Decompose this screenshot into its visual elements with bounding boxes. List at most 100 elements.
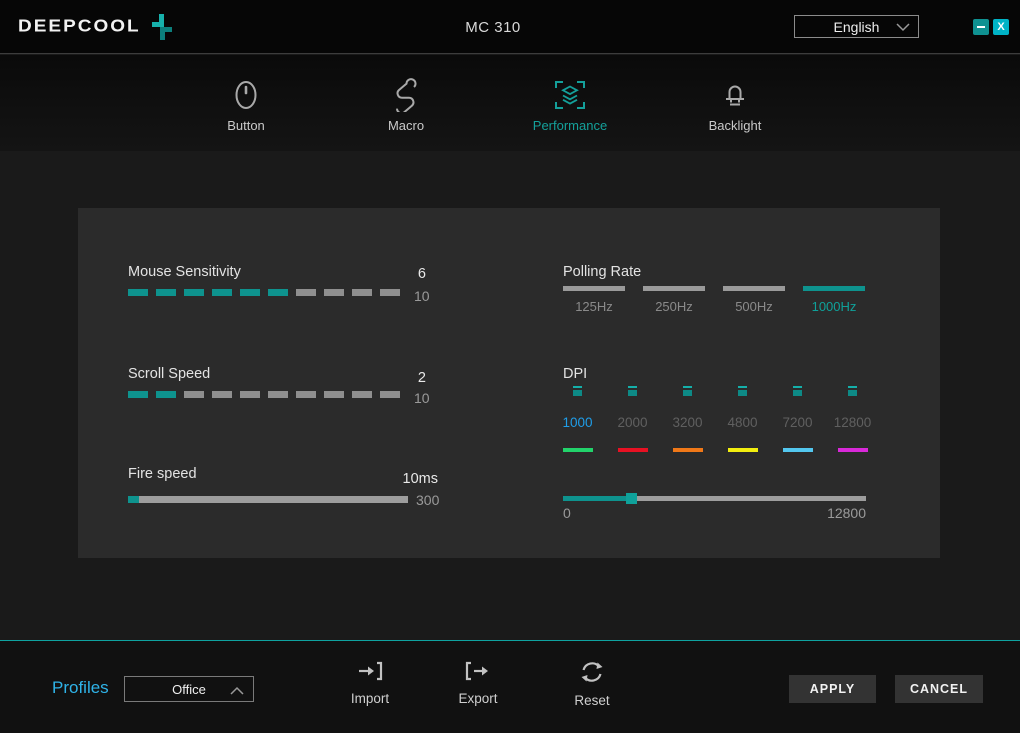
reset-button[interactable]: Reset bbox=[554, 658, 630, 708]
profiles-label: Profiles bbox=[52, 678, 109, 697]
window-title: MC 310 bbox=[465, 19, 521, 36]
profile-value: Office bbox=[172, 681, 206, 697]
dpi-slider-thumb[interactable] bbox=[626, 493, 638, 504]
language-value: English bbox=[833, 18, 880, 35]
polling-option-label: 500Hz bbox=[735, 299, 773, 314]
minimize-icon bbox=[977, 26, 985, 28]
polling-option-bar bbox=[563, 286, 625, 291]
profile-dropdown[interactable]: Office bbox=[124, 676, 254, 702]
chevron-up-icon bbox=[230, 686, 244, 695]
scroll-speed-max: 10 bbox=[414, 390, 430, 406]
export-icon bbox=[465, 661, 488, 681]
polling-option-bar bbox=[723, 286, 785, 291]
segment[interactable] bbox=[128, 391, 148, 398]
polling-option-500hz[interactable]: 500Hz bbox=[723, 286, 785, 314]
segment[interactable] bbox=[184, 289, 204, 296]
dpi-stage-3200[interactable]: 3200 bbox=[660, 386, 715, 452]
reset-label: Reset bbox=[574, 693, 610, 708]
logo-text: DEEPCOOL bbox=[18, 16, 141, 37]
fire-speed-slider[interactable] bbox=[128, 496, 408, 503]
dpi-stage-1000[interactable]: 1000 bbox=[550, 386, 605, 452]
segment[interactable] bbox=[296, 289, 316, 296]
segment[interactable] bbox=[296, 391, 316, 398]
dpi-marker-icon bbox=[738, 386, 747, 396]
fire-speed-value: 10ms bbox=[402, 471, 438, 487]
segment[interactable] bbox=[156, 391, 176, 398]
reset-icon bbox=[581, 662, 603, 682]
segment[interactable] bbox=[240, 289, 260, 296]
dpi-stage-colorbar bbox=[617, 448, 648, 452]
segment[interactable] bbox=[156, 289, 176, 296]
polling-option-250hz[interactable]: 250Hz bbox=[643, 286, 705, 314]
dpi-stage-7200[interactable]: 7200 bbox=[770, 386, 825, 452]
tab-macro[interactable]: Macro bbox=[346, 77, 466, 133]
segment[interactable] bbox=[324, 289, 344, 296]
mouse-sensitivity-label: Mouse Sensitivity bbox=[128, 264, 241, 280]
segment[interactable] bbox=[352, 391, 372, 398]
dpi-marker-icon bbox=[848, 386, 857, 396]
dpi-marker-icon bbox=[628, 386, 637, 396]
import-button[interactable]: Import bbox=[332, 658, 408, 706]
apply-button[interactable]: APPLY bbox=[789, 675, 876, 703]
tab-bar: Button Macro Performance bbox=[0, 55, 1020, 151]
dpi-marker-icon bbox=[793, 386, 802, 396]
deepcool-plus-icon bbox=[151, 14, 172, 40]
dpi-stage-12800[interactable]: 12800 bbox=[825, 386, 880, 452]
mouse-sensitivity-value: 6 bbox=[417, 266, 426, 282]
dpi-label: DPI bbox=[563, 366, 588, 382]
polling-rate-label: Polling Rate bbox=[563, 264, 642, 280]
fire-speed-slider-fill[interactable] bbox=[128, 496, 140, 503]
dpi-slider-max: 12800 bbox=[827, 505, 866, 521]
polling-option-label: 1000Hz bbox=[811, 299, 857, 314]
segment[interactable] bbox=[212, 289, 232, 296]
dpi-marker-icon bbox=[573, 386, 582, 396]
polling-option-label: 125Hz bbox=[575, 299, 613, 314]
dpi-stage-label: 4800 bbox=[727, 415, 758, 430]
segment[interactable] bbox=[184, 391, 204, 398]
footer-bar: Profiles Office Import Export bbox=[0, 640, 1020, 733]
scroll-speed-value: 2 bbox=[417, 370, 426, 386]
close-button[interactable]: X bbox=[993, 19, 1009, 35]
tab-backlight[interactable]: Backlight bbox=[675, 77, 795, 133]
segment[interactable] bbox=[380, 289, 400, 296]
polling-option-1000hz[interactable]: 1000Hz bbox=[803, 286, 865, 314]
polling-option-label: 250Hz bbox=[655, 299, 693, 314]
segment[interactable] bbox=[212, 391, 232, 398]
tab-backlight-label: Backlight bbox=[708, 118, 762, 133]
dpi-slider-fill[interactable] bbox=[563, 496, 632, 501]
dpi-stage-colorbar bbox=[837, 448, 868, 452]
segment[interactable] bbox=[268, 391, 288, 398]
dpi-marker-icon bbox=[683, 386, 692, 396]
scroll-speed-segment-bar[interactable] bbox=[128, 391, 408, 398]
polling-option-bar bbox=[803, 286, 865, 291]
polling-option-bar bbox=[643, 286, 705, 291]
dpi-slider[interactable] bbox=[563, 493, 866, 504]
segment[interactable] bbox=[380, 391, 400, 398]
cancel-button[interactable]: CANCEL bbox=[895, 675, 983, 703]
mouse-sensitivity-segment-bar[interactable] bbox=[128, 289, 408, 296]
performance-panel: Mouse Sensitivity 6 10 Scroll Speed 2 10… bbox=[78, 208, 940, 558]
polling-rate-options: 125Hz 250Hz 500Hz 1000Hz bbox=[563, 286, 883, 314]
dpi-stage-label: 3200 bbox=[672, 415, 703, 430]
minimize-button[interactable] bbox=[973, 19, 989, 35]
polling-option-125hz[interactable]: 125Hz bbox=[563, 286, 625, 314]
dpi-stage-2000[interactable]: 2000 bbox=[605, 386, 660, 452]
led-icon bbox=[718, 77, 752, 113]
scroll-icon bbox=[389, 77, 423, 113]
tab-button[interactable]: Button bbox=[186, 77, 306, 133]
segment[interactable] bbox=[268, 289, 288, 296]
language-dropdown[interactable]: English bbox=[794, 15, 919, 38]
dpi-stage-4800[interactable]: 4800 bbox=[715, 386, 770, 452]
segment[interactable] bbox=[128, 289, 148, 296]
segment[interactable] bbox=[240, 391, 260, 398]
export-button[interactable]: Export bbox=[440, 658, 516, 706]
segment[interactable] bbox=[324, 391, 344, 398]
segment[interactable] bbox=[352, 289, 372, 296]
layers-frame-icon bbox=[553, 77, 587, 113]
dpi-stage-label: 2000 bbox=[617, 415, 648, 430]
import-label: Import bbox=[350, 691, 390, 706]
tab-performance[interactable]: Performance bbox=[510, 77, 630, 133]
fire-speed-label: Fire speed bbox=[128, 466, 197, 482]
tab-performance-label: Performance bbox=[532, 118, 608, 133]
